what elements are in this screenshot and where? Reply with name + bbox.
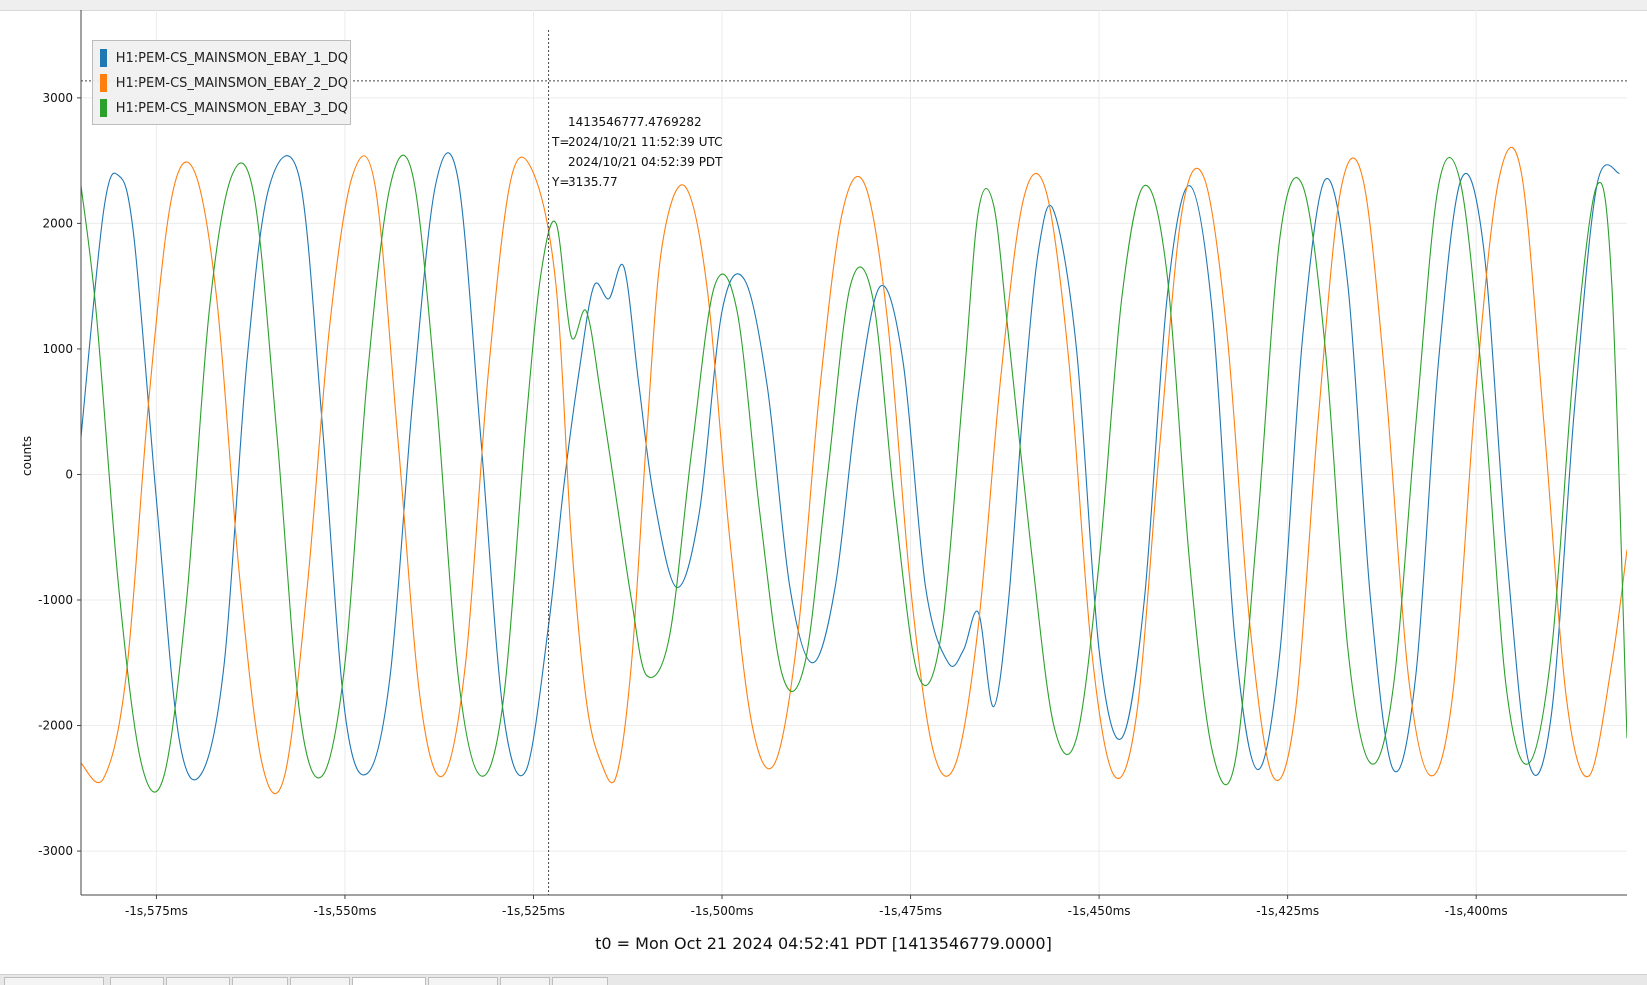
cursor-y-value: 3135.77 [568,175,618,189]
legend-label-ebay-1: H1:PEM-CS_MAINSMON_EBAY_1_DQ [115,50,348,66]
y-tick-label: -1000 [38,593,73,607]
legend-label-ebay-2: H1:PEM-CS_MAINSMON_EBAY_2_DQ [115,75,348,91]
series-line-ebay-3[interactable] [81,154,1627,793]
y-tick-labels: 3000 2000 1000 0 -1000 -2000 -3000 [38,91,73,858]
legend-item-ebay-3[interactable]: H1:PEM-CS_MAINSMON_EBAY_3_DQ [100,97,348,119]
t0-axis-label: t0 = Mon Oct 21 2024 04:52:41 PDT [14135… [595,934,1052,953]
bottom-tab[interactable] [110,977,164,985]
bottom-tab[interactable] [166,977,230,985]
y-tick-label: 1000 [42,342,73,356]
bottom-tab[interactable] [232,977,288,985]
x-tick-label: -1s,575ms [125,904,188,918]
bottom-tab[interactable] [428,977,498,985]
legend-item-ebay-2[interactable]: H1:PEM-CS_MAINSMON_EBAY_2_DQ [100,72,348,94]
bottom-tab[interactable] [352,977,426,985]
legend-item-ebay-1[interactable]: H1:PEM-CS_MAINSMON_EBAY_1_DQ [100,47,348,69]
legend-swatch-ebay-2 [100,74,107,92]
x-tick-label: -1s,425ms [1256,904,1319,918]
x-tick-labels: -1s,575ms -1s,550ms -1s,525ms -1s,500ms -1s,… [125,904,1508,918]
bottom-tab-bar [0,974,1647,985]
y-tick-label: -2000 [38,719,73,733]
legend-label-ebay-3: H1:PEM-CS_MAINSMON_EBAY_3_DQ [115,100,348,116]
y-tick-label: -3000 [38,844,73,858]
series-line-ebay-2[interactable] [81,146,1627,795]
x-tick-label: -1s,400ms [1445,904,1508,918]
bottom-tab[interactable] [290,977,350,985]
cursor-t-prefix: T= [552,135,570,149]
x-tick-label: -1s,525ms [502,904,565,918]
legend[interactable]: H1:PEM-CS_MAINSMON_EBAY_1_DQ H1:PEM-CS_M… [92,40,351,125]
cursor-y-line: Y=3135.77 [552,172,723,192]
bottom-tab[interactable] [552,977,608,985]
cursor-time-utc-line: T=2024/10/21 11:52:39 UTC [552,132,723,152]
y-axis-label: counts [20,435,34,476]
legend-swatch-ebay-3 [100,99,107,117]
cursor-readout: 1413546777.4769282 T=2024/10/21 11:52:39… [552,112,723,192]
bottom-tab[interactable] [500,977,550,985]
cursor-y-prefix: Y= [552,175,570,189]
bottom-tab[interactable] [4,977,104,985]
x-tick-label: -1s,500ms [691,904,754,918]
y-tick-label: 3000 [42,91,73,105]
legend-swatch-ebay-1 [100,49,107,67]
x-tick-label: -1s,550ms [314,904,377,918]
cursor-gps: 1413546777.4769282 [568,115,702,129]
cursor-crosshair [81,30,1627,895]
x-tick-label: -1s,475ms [879,904,942,918]
series-layer [81,146,1627,795]
y-tick-label: 0 [65,467,73,481]
y-tick-label: 2000 [42,216,73,230]
cursor-pdt: 2024/10/21 04:52:39 PDT [568,155,723,169]
axes [77,10,1627,899]
cursor-utc: 2024/10/21 11:52:39 UTC [568,135,723,149]
series-line-ebay-1[interactable] [81,152,1621,781]
grid [81,10,1627,895]
window-title-bar [0,0,1647,11]
x-tick-label: -1s,450ms [1068,904,1131,918]
